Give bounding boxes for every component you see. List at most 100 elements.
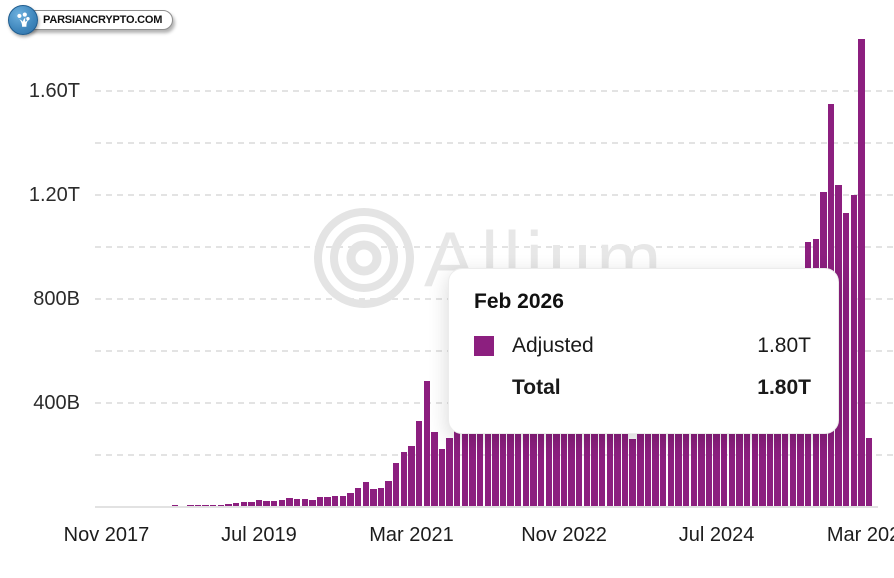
bar[interactable] [522, 361, 530, 507]
bar[interactable] [682, 384, 690, 507]
bar[interactable] [576, 395, 583, 507]
gridline [95, 246, 894, 248]
bar[interactable] [454, 426, 461, 507]
bar[interactable] [263, 500, 270, 507]
gridline [95, 90, 894, 92]
bar[interactable] [865, 438, 873, 507]
bar[interactable] [598, 403, 606, 507]
bar[interactable] [255, 500, 263, 507]
bar[interactable] [301, 498, 308, 507]
bar[interactable] [858, 39, 865, 507]
bar[interactable] [507, 377, 514, 507]
bar[interactable] [469, 408, 476, 507]
bar[interactable] [217, 504, 225, 507]
bar[interactable] [225, 503, 232, 507]
bar[interactable] [476, 397, 484, 507]
bar[interactable] [461, 418, 469, 507]
bar[interactable] [271, 501, 278, 507]
bar[interactable] [324, 497, 331, 507]
bar[interactable] [484, 390, 491, 507]
bar[interactable] [423, 380, 430, 507]
adjusted-series-swatch [474, 336, 494, 356]
bar[interactable] [492, 382, 499, 507]
bar[interactable] [721, 379, 728, 507]
bar[interactable] [667, 403, 675, 507]
x-axis-label: Nov 2022 [521, 524, 607, 546]
bar[interactable] [705, 382, 713, 507]
bar[interactable] [202, 504, 209, 507]
bar[interactable] [583, 392, 591, 507]
bar[interactable] [591, 382, 598, 507]
x-axis-label: Mar 2026 [826, 524, 894, 546]
bar[interactable] [652, 413, 659, 507]
x-axis-label: Jul 2024 [678, 524, 755, 546]
bar[interactable] [316, 496, 324, 507]
bar[interactable] [446, 438, 453, 507]
bar[interactable] [537, 382, 545, 507]
x-axis-label: Nov 2017 [63, 524, 150, 546]
bar[interactable] [614, 418, 621, 507]
bar[interactable] [400, 452, 408, 507]
bar[interactable] [606, 410, 613, 507]
bar[interactable] [431, 432, 438, 507]
bar[interactable] [850, 195, 858, 507]
bar[interactable] [278, 499, 286, 507]
bar[interactable] [560, 384, 568, 507]
bar[interactable] [377, 487, 385, 507]
bar[interactable] [362, 482, 369, 507]
bar[interactable] [675, 395, 682, 507]
bar[interactable] [370, 489, 377, 507]
bar[interactable] [240, 502, 247, 507]
y-axis-label: 1.60T [28, 80, 80, 102]
bar[interactable] [232, 503, 240, 507]
bar[interactable] [438, 448, 446, 507]
bar[interactable] [354, 488, 362, 507]
y-axis-label: 400B [33, 392, 80, 414]
site-logo-badge[interactable]: PARSIANCRYPTO.COM [8, 5, 174, 35]
bar[interactable] [286, 498, 293, 507]
adjusted-value: 1.80T [757, 334, 811, 357]
y-axis-label: 800B [33, 288, 80, 310]
allium-circles-icon [314, 208, 414, 308]
bar[interactable] [393, 462, 400, 507]
tooltip-row-adjusted: Adjusted 1.80T [474, 334, 811, 358]
bar[interactable] [530, 366, 537, 507]
bar[interactable] [736, 390, 743, 507]
bar[interactable] [332, 495, 339, 507]
bar[interactable] [637, 431, 644, 507]
bar[interactable] [545, 387, 552, 507]
bar[interactable] [210, 504, 217, 507]
gridline [95, 142, 894, 144]
bar[interactable] [515, 371, 522, 507]
bar[interactable] [743, 371, 751, 507]
bar[interactable] [690, 371, 697, 507]
bar[interactable] [659, 403, 667, 507]
y-axis-label: 1.20T [28, 184, 80, 206]
bar[interactable] [728, 384, 736, 507]
bar[interactable] [553, 392, 560, 507]
bar[interactable] [248, 501, 255, 507]
bar[interactable] [408, 445, 415, 507]
bar[interactable] [499, 387, 507, 507]
bar[interactable] [415, 421, 423, 507]
total-value: 1.80T [757, 376, 811, 399]
bar[interactable] [698, 377, 705, 507]
site-logo-text: PARSIANCRYPTO.COM [15, 10, 174, 30]
total-label: Total [512, 376, 561, 399]
x-axis-line [95, 506, 878, 508]
bar[interactable] [713, 387, 720, 507]
bar[interactable] [644, 423, 652, 507]
bar[interactable] [309, 499, 316, 507]
bar[interactable] [621, 429, 629, 507]
gridline [95, 194, 894, 196]
bar[interactable] [629, 438, 636, 507]
bar[interactable] [568, 371, 575, 507]
bar[interactable] [194, 504, 202, 507]
bar[interactable] [385, 481, 392, 507]
bar[interactable] [347, 493, 354, 507]
bar[interactable] [843, 213, 850, 507]
bar[interactable] [293, 499, 301, 507]
x-axis-label: Mar 2021 [369, 524, 454, 546]
bar[interactable] [339, 496, 347, 507]
